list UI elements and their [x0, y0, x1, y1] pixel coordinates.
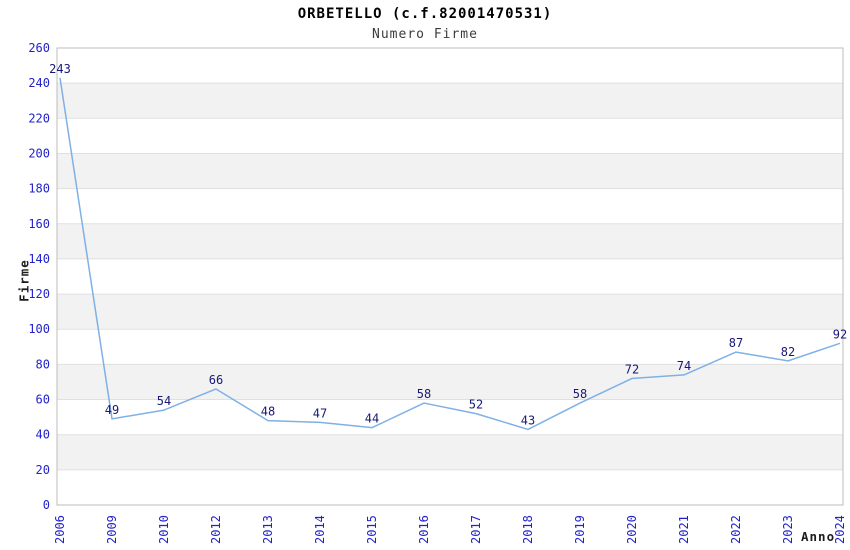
data-label: 72: [625, 362, 639, 376]
y-axis-tick-label: 20: [36, 463, 50, 477]
x-axis-tick-label: 2016: [417, 515, 431, 544]
x-axis-tick-label: 2010: [157, 515, 171, 544]
y-axis-tick-label: 140: [28, 252, 50, 266]
chart-subtitle: Numero Firme: [372, 27, 478, 42]
plot-border: [56, 47, 844, 506]
plot-band: [57, 153, 843, 189]
plot-band: [57, 294, 843, 330]
data-label: 243: [49, 62, 71, 76]
data-label: 52: [469, 398, 483, 412]
data-label: 82: [781, 345, 795, 359]
series-line: [59, 77, 841, 431]
data-label: 43: [521, 413, 535, 427]
plot-band: [57, 434, 843, 470]
x-axis-tick-label: 2022: [729, 515, 743, 544]
y-axis-tick-label: 200: [28, 146, 50, 160]
plot-band: [57, 223, 843, 259]
plot-band: [57, 83, 843, 119]
x-axis-tick-label: 2006: [53, 515, 67, 544]
x-axis-tick-label: 2009: [105, 515, 119, 544]
data-label: 87: [729, 336, 743, 350]
x-axis-tick-label: 2020: [625, 515, 639, 544]
y-axis-tick-label: 80: [36, 357, 50, 371]
y-axis-tick-label: 0: [43, 498, 50, 512]
data-label: 58: [573, 387, 587, 401]
data-label: 49: [105, 403, 119, 417]
y-axis-tick-label: 60: [36, 393, 50, 407]
y-axis-tick-label: 160: [28, 217, 50, 231]
x-axis-tick-label: 2021: [677, 515, 691, 544]
plot-band: [57, 364, 843, 400]
y-axis-tick-label: 180: [28, 182, 50, 196]
x-axis-tick-label: 2013: [261, 515, 275, 544]
x-axis-tick-label: 2018: [521, 515, 535, 544]
data-label: 47: [313, 406, 327, 420]
x-axis-tick-label: 2024: [833, 515, 847, 544]
x-axis-tick-label: 2015: [365, 515, 379, 544]
x-axis-tick-label: 2012: [209, 515, 223, 544]
x-axis-title: Anno: [801, 529, 836, 544]
data-label: 54: [157, 394, 171, 408]
chart-title: ORBETELLO (c.f.82001470531): [297, 6, 553, 22]
data-label: 92: [833, 327, 847, 341]
y-axis-tick-label: 240: [28, 76, 50, 90]
y-axis-title: Firme: [16, 259, 32, 302]
data-label: 58: [417, 387, 431, 401]
y-axis-tick-label: 100: [28, 322, 50, 336]
y-axis-tick-label: 120: [28, 287, 50, 301]
x-axis-tick-label: 2023: [781, 515, 795, 544]
x-axis-tick-label: 2014: [313, 515, 327, 544]
x-axis-tick-label: 2019: [573, 515, 587, 544]
x-axis-tick-label: 2017: [469, 515, 483, 544]
y-axis-tick-label: 40: [36, 428, 50, 442]
y-axis-tick-label: 220: [28, 111, 50, 125]
data-label: 66: [209, 373, 223, 387]
data-label: 44: [365, 412, 379, 426]
data-label: 74: [677, 359, 691, 373]
data-label: 48: [261, 405, 275, 419]
y-axis-tick-label: 260: [28, 41, 50, 55]
